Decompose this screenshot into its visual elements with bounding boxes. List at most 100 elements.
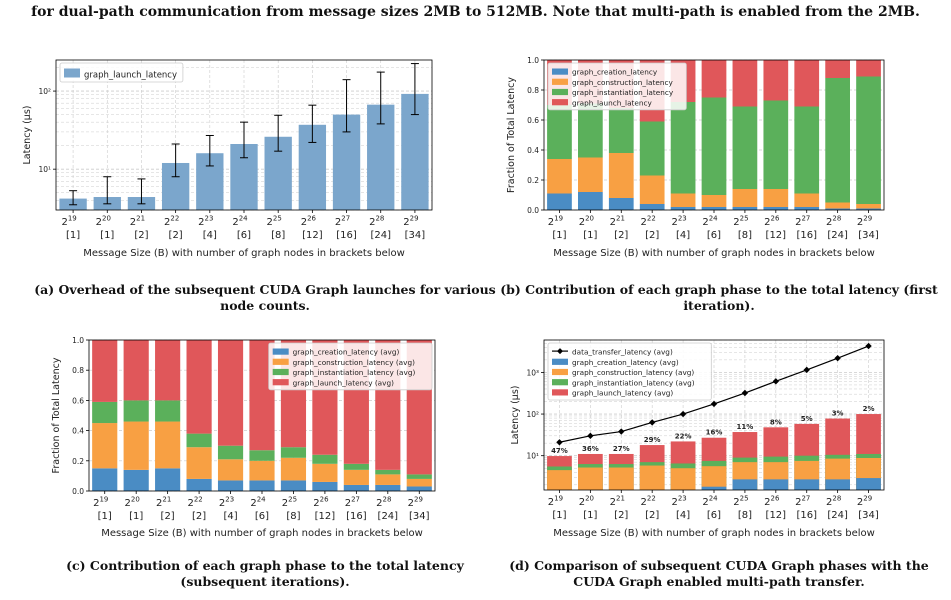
x-node-label: [2] <box>645 230 659 241</box>
x-node-label: [4] <box>676 510 690 521</box>
bar-segment <box>547 105 572 159</box>
bar-segment <box>732 60 758 107</box>
legend-swatch <box>272 379 289 386</box>
legend-swatch <box>64 68 80 78</box>
x-tick-label: 219 <box>93 496 108 510</box>
legend-label: graph_launch_latency <box>572 98 653 107</box>
bar-segment <box>186 478 212 491</box>
bar-segment <box>312 463 338 482</box>
legend-box <box>59 62 184 83</box>
legend-swatch <box>552 68 568 75</box>
bar-segment <box>186 447 212 479</box>
x-tick-label: 228 <box>826 215 841 229</box>
figure-caption: for dual-path communication from message… <box>31 4 920 20</box>
x-node-label: [12] <box>302 230 323 241</box>
bar-segment <box>608 108 634 153</box>
line-marker <box>710 400 718 408</box>
x-tick-label: 226 <box>313 496 329 510</box>
bar-segment <box>856 478 881 490</box>
x-ticks: 219[1]220[1]221[2]222[2]223[4]224[6]225[… <box>61 210 425 241</box>
bar-segment <box>794 60 820 107</box>
y-ticks: 10¹ 10² <box>38 87 56 174</box>
x-tick-label: 219 <box>61 215 76 229</box>
y-ticks: 0.0 0.2 0.4 0.6 0.8 1.0 <box>72 336 89 496</box>
legend: graph_creation_latencygraph_construction… <box>547 62 687 111</box>
x-node-label: [16] <box>796 510 817 521</box>
x-node-label: [16] <box>346 511 367 522</box>
x-node-label: [24] <box>827 230 848 241</box>
legend-swatch <box>552 88 568 96</box>
bar-segment <box>92 423 118 469</box>
bar-label: 36% <box>582 445 599 453</box>
bar-segment <box>763 60 789 101</box>
bar-segment <box>794 479 820 490</box>
legend-swatch <box>552 379 568 386</box>
x-tick-label: 224 <box>232 215 248 229</box>
bar-segment <box>249 480 275 491</box>
bar-segment <box>701 97 727 195</box>
bar-segment <box>856 208 881 210</box>
bar-segment <box>280 447 307 458</box>
legend-box <box>547 62 687 111</box>
x-node-label: [2] <box>614 230 628 241</box>
x-tick-label: 227 <box>795 495 810 509</box>
x-node-label: [2] <box>134 230 148 241</box>
x-axis-label: Message Size (B) with number of graph no… <box>101 528 423 539</box>
x-node-label: [1] <box>552 230 566 241</box>
x-tick-label: 221 <box>130 215 145 229</box>
caption-a: (a) Overhead of the subsequent CUDA Grap… <box>34 282 496 313</box>
line-marker <box>741 389 749 397</box>
y-tick-label: 10¹ <box>526 452 539 461</box>
x-tick-label: 226 <box>764 215 780 229</box>
line-marker <box>834 354 841 362</box>
bar-segment <box>639 121 665 176</box>
x-tick-label: 227 <box>795 215 810 229</box>
x-tick-label: 226 <box>301 215 317 229</box>
y-ticks: 10¹ 10² 10³ <box>526 368 544 461</box>
bar-segment <box>547 159 572 194</box>
x-tick-label: 224 <box>702 495 718 509</box>
x-tick-label: 229 <box>408 496 423 510</box>
legend-swatch <box>552 389 568 396</box>
bar-label: 5% <box>801 415 813 423</box>
x-node-label: [34] <box>858 230 879 241</box>
chart-panel-a: 10¹ 10² 219 [1] 220 [1] 221 [2] 222 [2] 223 [4] 224[… <box>0 34 480 266</box>
legend-label: graph_construction_latency (avg) <box>293 358 415 367</box>
bar-segment <box>375 469 401 475</box>
bar-segment <box>249 450 275 461</box>
x-tick-label: 228 <box>376 496 391 510</box>
x-tick-label: 225 <box>733 215 748 229</box>
x-tick-label: 222 <box>641 495 656 509</box>
bar-segment <box>280 457 307 481</box>
x-node-label: [8] <box>286 511 300 522</box>
bar-segment <box>312 454 338 464</box>
x-tick-label: 223 <box>671 495 686 509</box>
bar-segment <box>155 468 181 491</box>
x-tick-label: 220 <box>579 495 594 509</box>
x-node-label: [12] <box>766 510 787 521</box>
chart-panel-c: 0.0 0.2 0.4 0.6 0.8 1.0 219 [1] 220 [1] 221 [2] 222[… <box>0 314 480 546</box>
bar-segment <box>343 469 369 485</box>
legend-label: graph_launch_latency <box>84 71 177 81</box>
x-node-label: [12] <box>315 511 336 522</box>
bar-segment <box>280 480 307 491</box>
y-axis-label: Latency (µs) <box>510 386 521 445</box>
x-axis-label: Message Size (B) with number of graph no… <box>83 248 405 259</box>
line-marker <box>587 432 594 440</box>
bar-segment <box>856 76 881 204</box>
bar-segment <box>92 468 118 491</box>
bar-segment <box>578 192 603 210</box>
legend-swatch <box>552 368 568 376</box>
bar-segment <box>123 469 149 491</box>
x-tick-label: 220 <box>579 215 594 229</box>
x-node-label: [6] <box>707 230 721 241</box>
x-node-label: [12] <box>766 230 787 241</box>
bar-label: 47% <box>551 447 568 455</box>
bar-segment <box>856 60 881 77</box>
legend-marker <box>557 348 563 355</box>
y-tick-label: 0.0 <box>527 206 539 215</box>
y-tick-label: 0.2 <box>527 176 539 185</box>
bar-segment <box>670 193 696 207</box>
bar-segment <box>123 400 149 422</box>
